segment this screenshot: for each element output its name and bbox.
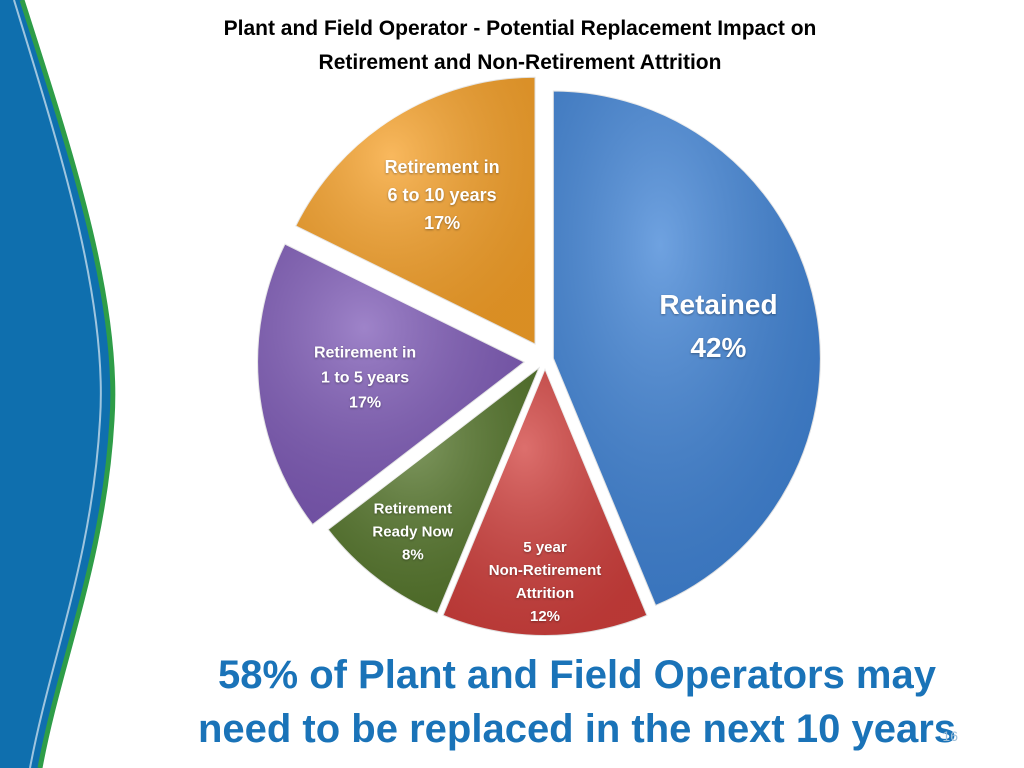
slice-label: Retirement Ready Now 8%	[372, 498, 453, 567]
slice-label-line: 8%	[402, 546, 424, 564]
slice-label-line: 1 to 5 years	[321, 369, 410, 387]
footer-line-2: need to be replaced in the next 10 years	[197, 707, 957, 751]
slice-label-line: 12%	[529, 608, 561, 626]
slice-label-line: Retirement	[373, 500, 453, 518]
slice-label: Retirement in 1 to 5 years 17%	[314, 340, 416, 415]
slice-label-line: 6 to 10 years	[387, 184, 497, 205]
slice-label: 5 year Non-Retirement Attrition 12%	[489, 536, 602, 628]
chart-title-line-1: Plant and Field Operator - Potential Rep…	[223, 17, 817, 40]
chart-title-line-2: Retirement and Non-Retirement Attrition	[318, 51, 722, 74]
slice-label-line: Retirement in	[313, 344, 417, 362]
slice-label-line: Non-Retirement	[488, 562, 602, 580]
slice-label: Retirement in 6 to 10 years 17%	[385, 153, 500, 237]
pie-slice-shading	[552, 90, 821, 607]
pie-slice-shading	[295, 76, 536, 345]
slice-label-line: Ready Now	[372, 523, 454, 541]
slice-label-line: 42%	[690, 331, 747, 363]
slice-label-line: Attrition	[515, 585, 575, 603]
slice-label-line: Retirement in	[384, 156, 500, 177]
slice-label-line: 5 year	[523, 539, 567, 557]
slice-label-line: Retained	[659, 288, 778, 320]
left-decorative-band	[0, 0, 116, 768]
footer-message: 58% of Plant and Field Operators may nee…	[130, 648, 1024, 756]
page-number: 16	[942, 728, 958, 744]
chart-title: Plant and Field Operator - Potential Rep…	[150, 12, 890, 80]
slice-label-line: 17%	[424, 212, 461, 233]
pie-slice-shading	[442, 368, 648, 636]
slice-label-line: 17%	[349, 394, 382, 412]
slice-label: Retained 42%	[659, 283, 777, 369]
footer-line-1: 58% of Plant and Field Operators may	[218, 653, 936, 697]
pie-slice-shading	[327, 366, 541, 614]
pie-slice-shading	[257, 243, 526, 526]
